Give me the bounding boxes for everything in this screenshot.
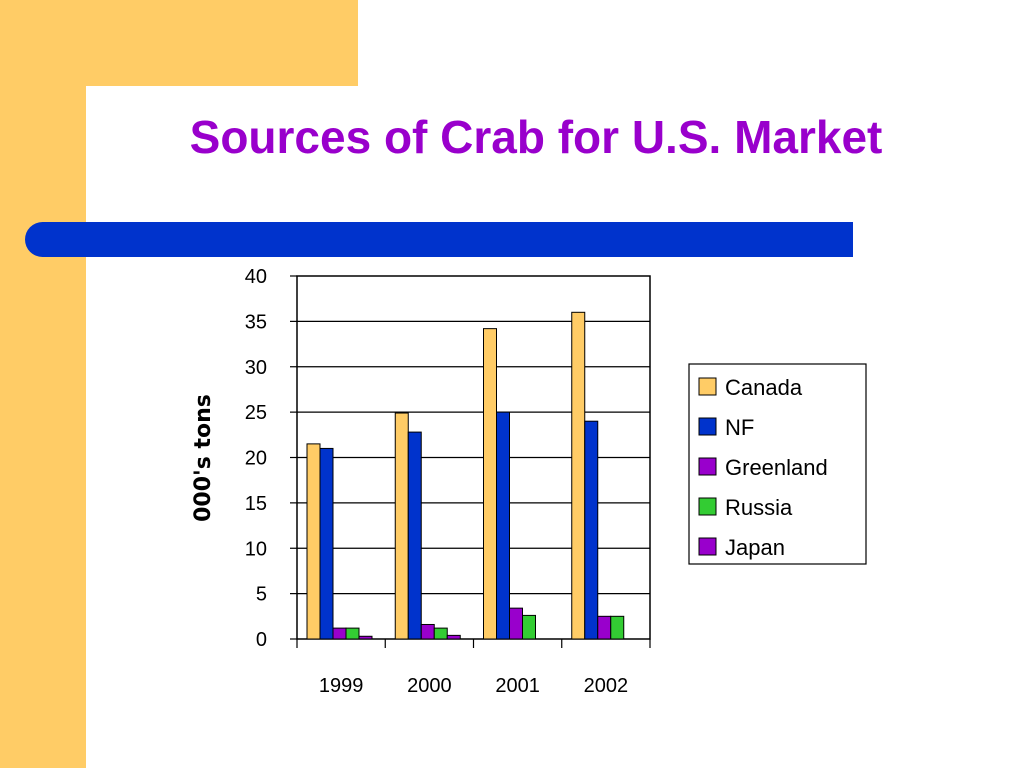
y-tick-label: 20 [245,448,267,470]
legend-swatch-japan [698,537,717,556]
axes: 0 5 10 15 20 25 30 35 40 1999 2000 2001 2002 [245,266,651,697]
y-tick-label: 30 [245,357,267,379]
side-band-left [0,0,86,768]
bar-greenland-2002 [597,615,612,640]
side-band-top [0,0,358,86]
legend-label-greenland: Greenland [725,455,828,480]
slide-title: Sources of Crab for U.S. Market [189,111,883,163]
bar-canada-2000 [394,412,409,640]
bar-canada-2001 [483,328,497,640]
y-tick-label: 10 [245,538,267,560]
bar-canada-2002 [571,311,586,640]
y-tick-label: 25 [245,402,267,424]
y-tick-label: 0 [256,629,267,651]
y-tick-label: 40 [245,266,267,288]
bar-greenland-2000 [420,623,435,640]
x-tick-label: 2001 [495,675,540,697]
legend-label-canada: Canada [725,375,803,400]
y-axis-label: 000's tons [191,394,216,522]
bar-nf-2002 [584,420,599,640]
legend: Canada NF Greenland Russia Japan [688,363,867,565]
bar-russia-2001 [522,614,536,640]
x-tick-label: 1999 [319,675,364,697]
title-underline-bar [25,222,853,257]
bar-russia-2002 [610,615,625,640]
bar-greenland-1999 [332,627,347,640]
bar-nf-2001 [496,411,510,640]
legend-label-japan: Japan [725,535,785,560]
bar-japan-1999 [358,635,373,640]
legend-swatch-greenland [698,457,717,476]
y-tick-label: 5 [256,584,267,606]
x-tick-label: 2000 [407,675,452,697]
bar-russia-1999 [345,627,360,640]
x-tick-label: 2002 [584,675,629,697]
bar-russia-2000 [433,627,448,640]
y-tick-label: 15 [245,493,267,515]
bar-nf-2000 [407,431,422,640]
bar-japan-2000 [446,634,461,640]
bar-nf-1999 [319,447,334,640]
legend-swatch-nf [698,417,717,436]
bars [306,311,625,640]
legend-label-nf: NF [725,415,754,440]
bar-greenland-2001 [509,607,523,640]
bar-canada-1999 [306,443,321,640]
legend-box [688,363,867,565]
legend-swatch-russia [698,497,717,516]
legend-swatch-canada [698,377,717,396]
y-tick-label: 35 [245,311,267,333]
legend-label-russia: Russia [725,495,793,520]
